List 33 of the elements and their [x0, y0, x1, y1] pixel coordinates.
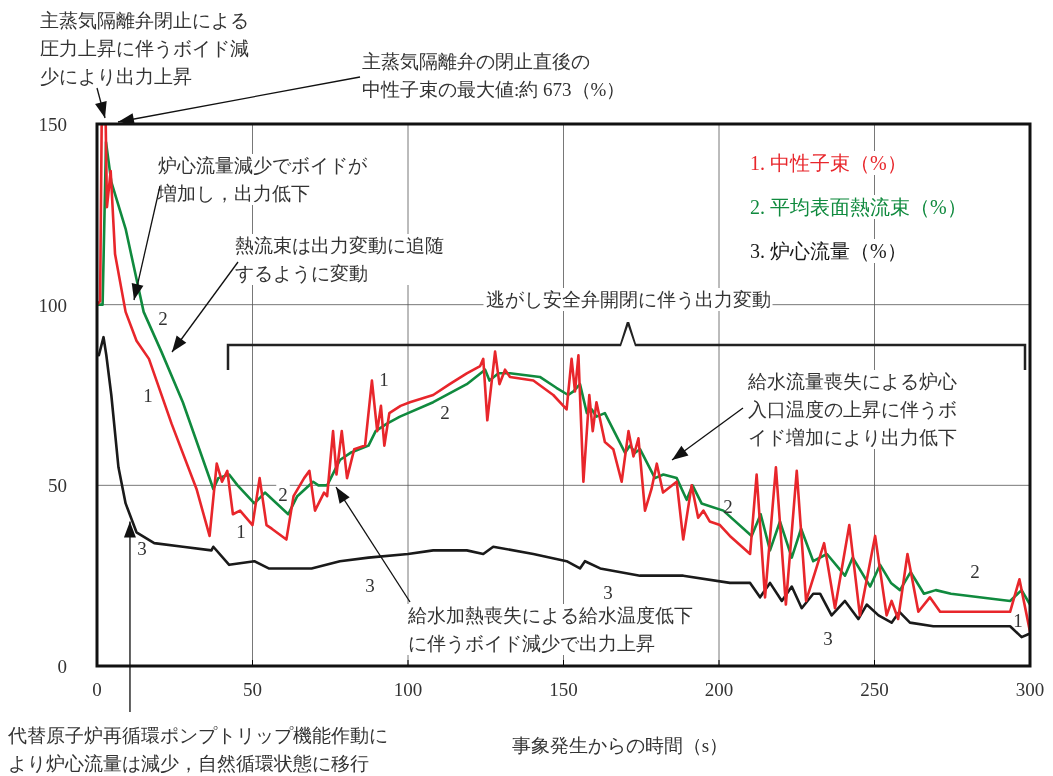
- annotation: 3: [603, 582, 613, 603]
- x-tick-label: 100: [393, 679, 423, 700]
- annotation: 給水加熱喪失による給水温度低下に伴うボイド減少で出力上昇: [407, 605, 693, 654]
- annotation: 逃がし安全弁開閉に伴う出力変動: [485, 289, 771, 310]
- annotation: 代替原子炉再循環ポンプトリップ機能作動により炉心流量は減少，自然循環状態に移行: [7, 725, 388, 774]
- annotation: 2: [970, 561, 980, 582]
- annotation: 3: [137, 538, 147, 559]
- annotation: 1: [143, 385, 153, 406]
- y-tick-label: 0: [57, 656, 67, 677]
- x-tick-label: 50: [243, 679, 262, 700]
- text: 主蒸気隔離弁の閉止直後の中性子束の最大値:約 673（%）: [362, 51, 626, 100]
- annotation: 2: [278, 484, 288, 505]
- annotation: 1: [379, 369, 389, 390]
- annotation: 3: [365, 575, 375, 596]
- annotation: 炉心流量減少でボイドが増加し，出力低下: [157, 155, 368, 204]
- x-axis-title: 事象発生からの時間（s）: [511, 735, 729, 756]
- x-tick-label: 200: [704, 679, 734, 700]
- annotation: 2: [158, 308, 168, 329]
- annotation: 2: [723, 496, 733, 517]
- annotation: 3: [823, 628, 833, 649]
- x-tick-label: 250: [860, 679, 889, 700]
- x-tick-label: 0: [92, 679, 102, 700]
- y-tick-label: 50: [48, 475, 67, 497]
- text: 主蒸気隔離弁閉止による圧力上昇に伴うボイド減少により出力上昇: [40, 10, 249, 87]
- x-tick-label: 150: [549, 679, 578, 700]
- annotation: 1: [236, 521, 246, 542]
- x-tick-label: 300: [1015, 679, 1045, 700]
- annotation: 給水流量喪失による炉心入口温度の上昇に伴うボイド増加により出力低下: [747, 371, 957, 448]
- annotation: 2: [440, 402, 450, 423]
- annotation: 1: [1013, 610, 1023, 631]
- annotation: 熱流束は出力変動に追随するように変動: [235, 235, 444, 284]
- y-tick-label: 100: [38, 294, 67, 316]
- y-tick-label: 150: [38, 114, 67, 135]
